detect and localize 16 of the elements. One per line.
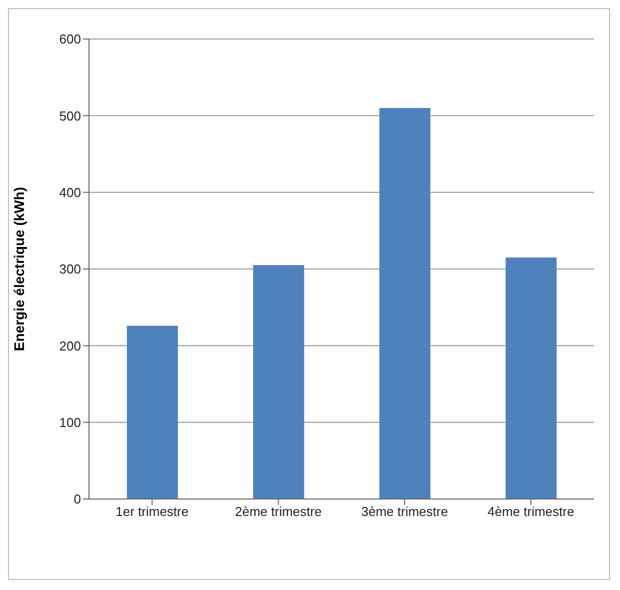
x-tick-label: 2ème trimestre [235, 504, 322, 520]
y-tick-label: 0 [74, 492, 81, 507]
y-tick-label: 100 [59, 414, 81, 430]
x-tick-label: 3ème trimestre [361, 504, 448, 520]
y-axis-title: Energie électrique (kWh) [10, 186, 27, 352]
bar [126, 326, 178, 499]
bar [379, 108, 430, 499]
bar [506, 258, 557, 499]
y-tick-label: 200 [59, 338, 81, 354]
y-tick-label: 400 [59, 184, 81, 200]
y-tick-label: 500 [59, 108, 81, 124]
y-tick-label: 600 [59, 32, 81, 47]
x-tick-label: 4ème trimestre [488, 504, 574, 520]
x-tick-label: 1er trimestre [116, 504, 189, 520]
y-tick-label: 300 [59, 262, 81, 277]
bar [253, 265, 304, 499]
